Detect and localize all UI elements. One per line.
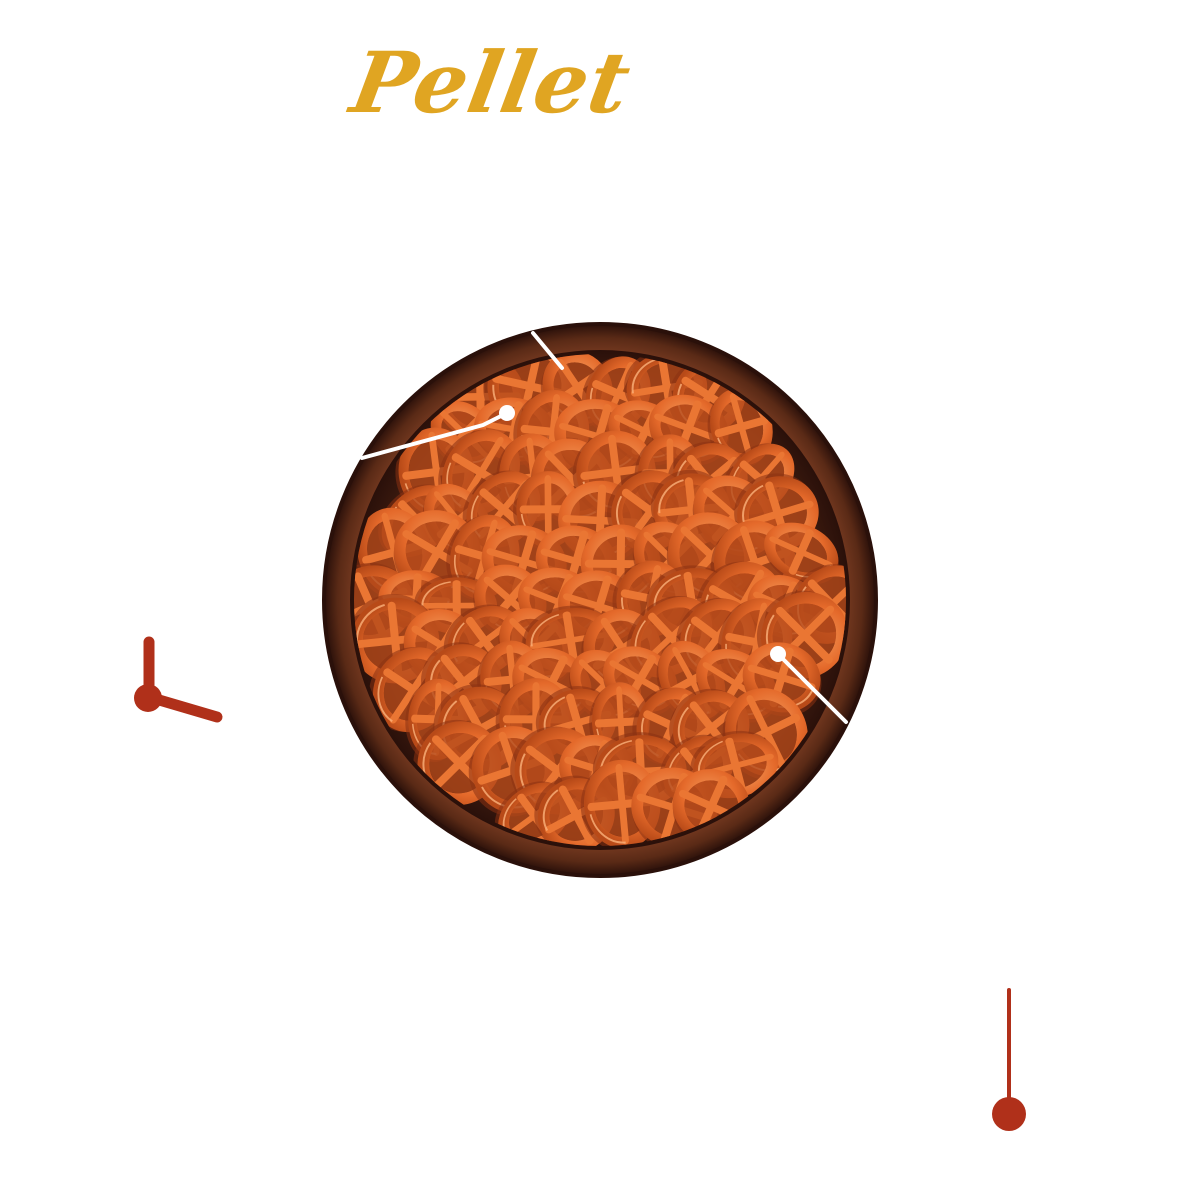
pointer-line-top (531, 331, 564, 370)
pointer-line-left (360, 411, 509, 460)
pin-icon (992, 988, 1026, 1131)
pointer-dot-right (770, 646, 786, 662)
pointer-dot-left (499, 405, 515, 421)
pointer-line-right (776, 652, 848, 724)
clock-hands-icon (134, 636, 223, 723)
pointer-lines (360, 331, 848, 724)
snack-pellets-pile (354, 354, 846, 846)
